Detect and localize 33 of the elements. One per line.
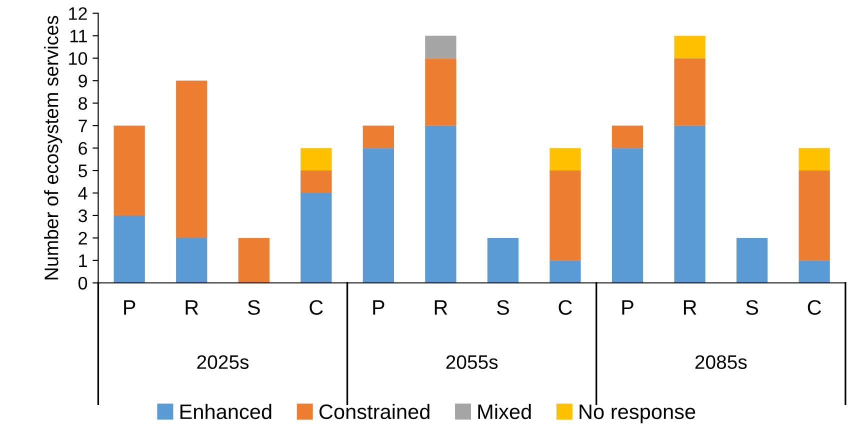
text: 2085s [695,355,747,369]
y-tick-label: 6 [78,142,87,155]
x-tick-label: S [496,300,509,315]
y-tick-label: 2 [78,232,87,244]
y-tick-label: 12 [69,7,87,20]
y-tick-label: 9 [78,74,87,88]
x-tick-label: S [248,300,260,315]
y-tick-label: 7 [78,120,87,132]
text: 2055s [446,355,498,369]
x-tick-label: C [808,300,822,315]
legend-label: Mixed [478,404,531,420]
x-tick-label: P [373,300,384,315]
y-tick-label: 0 [78,276,88,290]
legend-label: Constrained [319,404,430,420]
y-tick-label: 10 [69,52,88,65]
legend-label: No response [580,404,696,424]
y-tick-label: 3 [78,209,87,222]
y-tick-label: 5 [78,164,88,178]
legend-label: Enhanced [180,404,272,420]
y-tick-label: 8 [78,97,88,110]
x-tick-label: S [746,300,758,315]
x-tick-label: P [124,300,136,315]
x-tick-label: R [434,300,448,315]
y-tick-label: 1 [79,254,87,267]
y-tick-label: 4 [78,187,88,200]
x-tick-label: P [622,300,634,315]
x-tick-label: C [558,300,572,315]
text: 2025s [197,355,249,369]
y-axis-title: Number of ecosystem services [44,16,62,280]
y-tick-label: 11 [70,30,87,42]
x-tick-label: R [684,300,696,315]
x-tick-label: R [186,300,198,315]
x-tick-label: C [310,300,323,315]
